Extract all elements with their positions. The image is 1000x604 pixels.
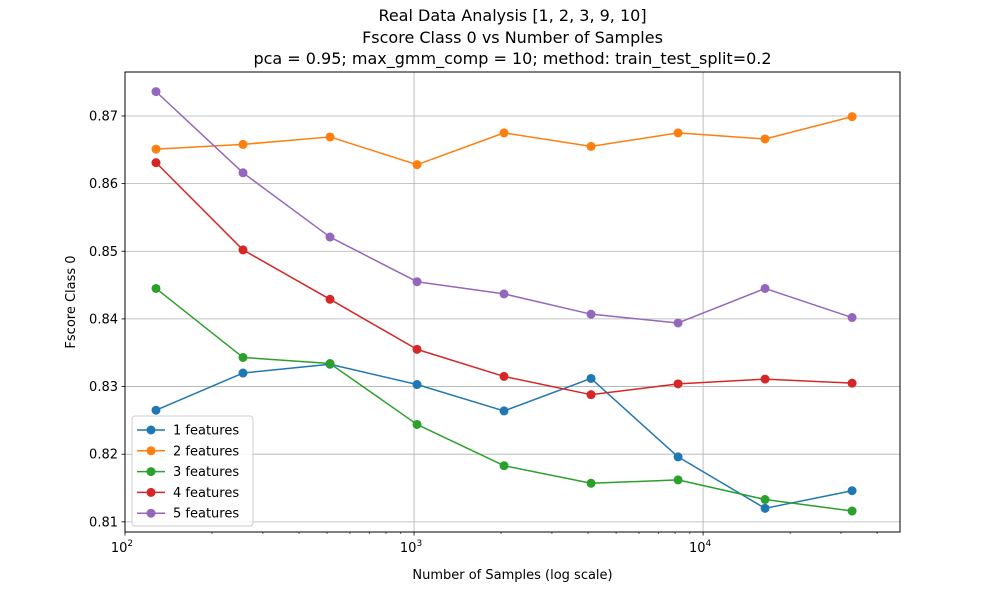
data-point [673, 128, 683, 138]
chart-title-line-2: Fscore Class 0 vs Number of Samples [362, 28, 663, 47]
data-point [238, 352, 248, 362]
data-point [586, 309, 596, 319]
legend-swatch-marker [146, 425, 156, 435]
data-point [151, 158, 161, 168]
chart-title-line-3: pca = 0.95; max_gmm_comp = 10; method: t… [253, 49, 771, 69]
data-point [325, 132, 335, 142]
legend: 1 features 2 features 3 features 4 features… [131, 415, 254, 527]
data-point [499, 461, 509, 471]
data-point [673, 452, 683, 462]
data-point [325, 232, 335, 242]
series-5-features [151, 87, 857, 328]
y-tick-label: 0.86 [89, 177, 118, 192]
data-point [586, 390, 596, 400]
chart-title-line-1: Real Data Analysis [1, 2, 3, 9, 10] [378, 6, 646, 25]
data-point [760, 374, 770, 384]
data-point [673, 318, 683, 328]
legend-swatch-marker [146, 508, 156, 518]
y-tick-label: 0.83 [89, 380, 118, 395]
legend-swatch-marker [146, 467, 156, 477]
data-point [151, 283, 161, 293]
legend-entry: 5 features [137, 507, 239, 522]
series-4-features [151, 158, 857, 400]
data-point [412, 160, 422, 170]
data-point [412, 419, 422, 429]
data-point [760, 495, 770, 505]
data-point [847, 506, 857, 516]
data-point [499, 128, 509, 138]
y-axis-label: Fscore Class 0 [64, 255, 79, 348]
legend-label: 2 features [173, 444, 239, 459]
data-point [325, 359, 335, 369]
y-tick-label: 0.82 [89, 448, 118, 463]
data-point [499, 289, 509, 299]
data-point [499, 406, 509, 416]
data-point [847, 486, 857, 496]
data-point [673, 379, 683, 389]
data-point [586, 478, 596, 488]
x-axis-ticks: 102 103 104 [111, 532, 712, 556]
y-tick-label: 0.87 [89, 109, 118, 124]
legend-swatch-marker [146, 487, 156, 497]
data-point [847, 313, 857, 323]
legend-label: 1 features [173, 424, 239, 439]
y-tick-label: 0.84 [89, 312, 118, 327]
y-tick-label: 0.81 [89, 515, 118, 530]
legend-label: 4 features [173, 486, 239, 501]
x-tick-label: 102 [111, 539, 133, 556]
y-tick-label: 0.85 [89, 245, 118, 260]
data-point [412, 344, 422, 354]
data-point [238, 245, 248, 255]
data-point [760, 503, 770, 513]
data-point [151, 87, 161, 97]
legend-box [131, 415, 254, 527]
data-point [151, 144, 161, 154]
x-axis-label: Number of Samples (log scale) [412, 568, 612, 583]
legend-swatch-marker [146, 446, 156, 456]
data-point [238, 168, 248, 178]
data-point [325, 294, 335, 304]
data-point [586, 373, 596, 383]
legend-entry: 3 features [137, 465, 239, 480]
y-axis-ticks: 0.81 0.82 0.83 0.84 0.85 0.86 0.87 [89, 109, 125, 530]
data-point [760, 134, 770, 144]
legend-label: 5 features [173, 507, 239, 522]
series-2-features [151, 112, 857, 170]
x-tick-label: 104 [689, 539, 712, 556]
data-point [586, 141, 596, 151]
legend-entry: 1 features [137, 424, 239, 439]
legend-entry: 2 features [137, 444, 239, 459]
plot-area-frame [124, 71, 901, 533]
data-point [412, 380, 422, 390]
legend-entry: 4 features [137, 486, 239, 501]
series-group [151, 87, 857, 516]
data-point [151, 405, 161, 415]
data-point [238, 368, 248, 378]
series-3-features [151, 283, 857, 516]
data-point [238, 139, 248, 149]
data-point [847, 112, 857, 122]
data-point [760, 283, 770, 293]
data-point [412, 277, 422, 287]
data-point [499, 371, 509, 381]
data-point [847, 378, 857, 388]
x-tick-label: 103 [400, 539, 422, 556]
data-point [673, 475, 683, 485]
legend-label: 3 features [173, 465, 239, 480]
